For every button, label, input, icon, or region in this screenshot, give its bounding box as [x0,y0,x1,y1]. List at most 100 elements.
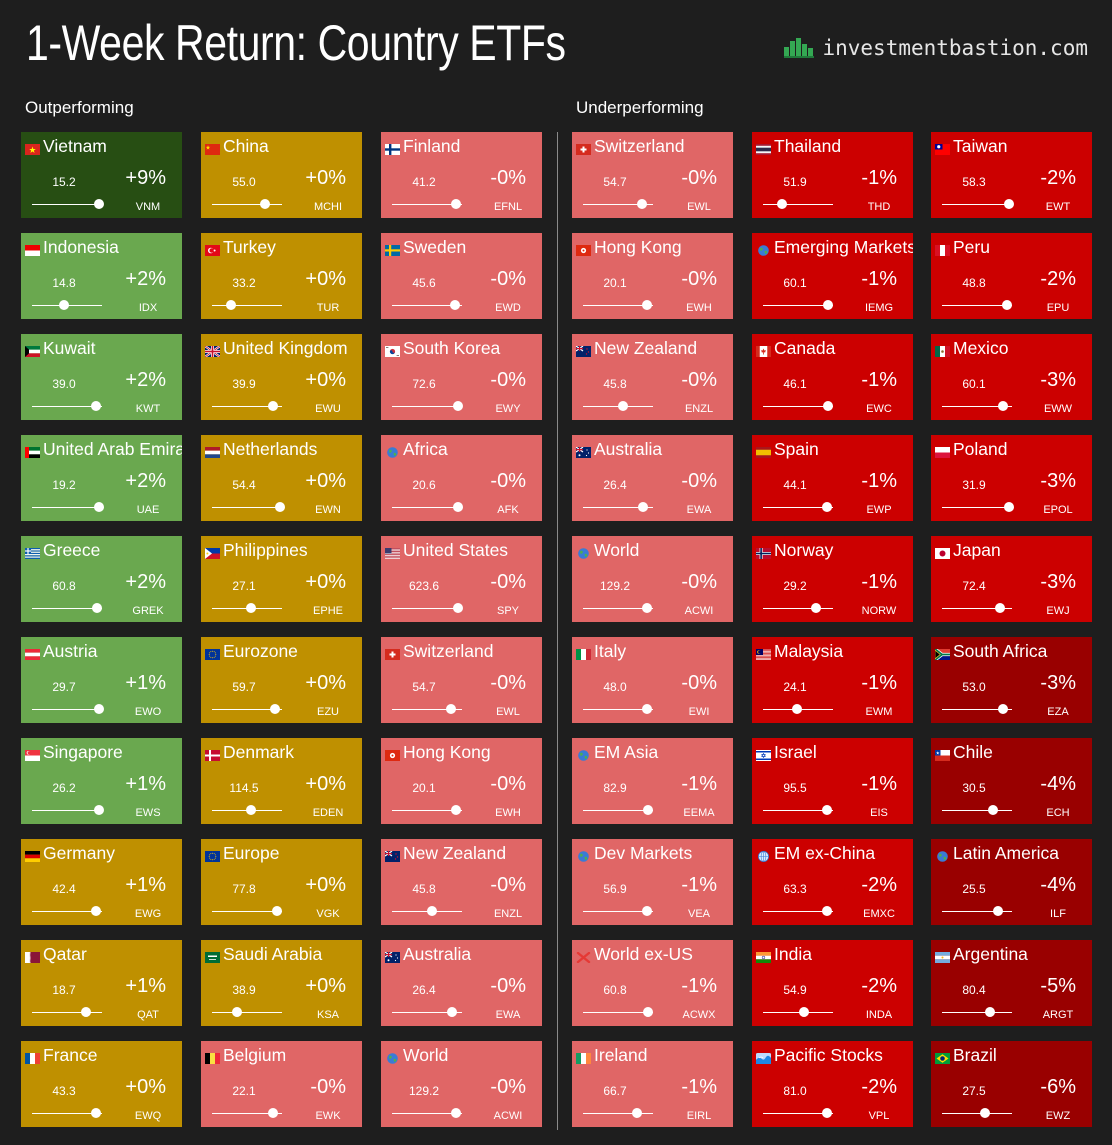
etf-tile-ewq[interactable]: France 43.3 +0% EWQ [21,1041,182,1127]
etf-tile-enzl[interactable]: New Zealand 45.8 -0% ENZL [572,334,733,420]
etf-tile-acwx[interactable]: World ex-US 60.8 -1% ACWX [572,940,733,1026]
etf-tile-acwi[interactable]: World 129.2 -0% ACWI [572,536,733,622]
etf-tile-ews[interactable]: Singapore 26.2 +1% EWS [21,738,182,824]
etf-price: 82.9 [603,781,627,795]
etf-ticker: TUR [316,302,340,314]
brand[interactable]: investmentbastion.com [784,36,1088,60]
etf-tile-vgk[interactable]: Europe 77.8 +0% VGK [201,839,362,925]
etf-name-label: Vietnam [43,136,107,156]
etf-price: 14.8 [52,276,76,290]
etf-tile-qat[interactable]: Qatar 18.7 +1% QAT [21,940,182,1026]
etf-tile-vpl[interactable]: Pacific Stocks 81.0 -2% VPL [752,1041,913,1127]
etf-tile-uae[interactable]: United Arab Emirates 19.2 +2% UAE [21,435,182,521]
etf-price: 129.2 [408,1084,440,1098]
etf-name-label: Kuwait [43,338,96,358]
etf-tile-ewk[interactable]: Belgium 22.1 -0% EWK [201,1041,362,1127]
etf-weekly-return: +1% [125,672,166,694]
etf-tile-ewh[interactable]: Hong Kong 20.1 -0% EWH [572,233,733,319]
etf-tile-thd[interactable]: Thailand 51.9 -1% THD [752,132,913,218]
price-range-track [212,305,282,306]
etf-tile-ezu[interactable]: Eurozone 59.7 +0% EZU [201,637,362,723]
etf-name-label: Hong Kong [403,742,491,762]
etf-tile-ksa[interactable]: Saudi Arabia 38.9 +0% KSA [201,940,362,1026]
etf-tile-norw[interactable]: Norway 29.2 -1% NORW [752,536,913,622]
etf-tile-emxc[interactable]: EM ex-China 63.3 -2% EMXC [752,839,913,925]
etf-tile-mchi[interactable]: China 55.0 +0% MCHI [201,132,362,218]
etf-tile-ewg[interactable]: Germany 42.4 +1% EWG [21,839,182,925]
price-range-track [763,507,833,508]
etf-tile-ewp[interactable]: Spain 44.1 -1% EWP [752,435,913,521]
etf-name-label: United Arab Emirates [43,439,182,459]
etf-tile-eww[interactable]: Mexico 60.1 -3% EWW [931,334,1092,420]
etf-tile-idx[interactable]: Indonesia 14.8 +2% IDX [21,233,182,319]
etf-tile-ewc[interactable]: Canada 46.1 -1% EWC [752,334,913,420]
etf-tile-ewd[interactable]: Sweden 45.6 -0% EWD [381,233,542,319]
etf-tile-efnl[interactable]: Finland 41.2 -0% EFNL [381,132,542,218]
etf-tile-ewm[interactable]: Malaysia 24.1 -1% EWM [752,637,913,723]
etf-tile-grek[interactable]: Greece 60.8 +2% GREK [21,536,182,622]
etf-tile-eirl[interactable]: Ireland 66.7 -1% EIRL [572,1041,733,1127]
etf-weekly-return: -0% [681,268,717,290]
etf-weekly-return: -1% [681,1076,717,1098]
etf-tile-ewa[interactable]: Australia 26.4 -0% EWA [572,435,733,521]
etf-tile-epu[interactable]: Peru 48.8 -2% EPU [931,233,1092,319]
etf-country-name: New Zealand [384,843,542,864]
price-range-track [583,305,653,306]
price-range-track [212,406,282,407]
etf-tile-eema[interactable]: EM Asia 82.9 -1% EEMA [572,738,733,824]
etf-tile-ewl[interactable]: Switzerland 54.7 -0% EWL [381,637,542,723]
etf-tile-ewu[interactable]: United Kingdom 39.9 +0% EWU [201,334,362,420]
etf-tile-acwi[interactable]: World 129.2 -0% ACWI [381,1041,542,1127]
price-range-marker [452,502,463,512]
etf-tile-ewy[interactable]: South Korea 72.6 -0% EWY [381,334,542,420]
etf-tile-ewt[interactable]: Taiwan 58.3 -2% EWT [931,132,1092,218]
etf-tile-vnm[interactable]: Vietnam 15.2 +9% VNM [21,132,182,218]
etf-tile-ech[interactable]: Chile 30.5 -4% ECH [931,738,1092,824]
etf-tile-eza[interactable]: South Africa 53.0 -3% EZA [931,637,1092,723]
price-range-marker [450,300,460,310]
etf-tile-argt[interactable]: Argentina 80.4 -5% ARGT [931,940,1092,1026]
price-range-marker [776,199,787,209]
ireland-flag-icon [576,1048,591,1064]
etf-tile-ewa[interactable]: Australia 26.4 -0% EWA [381,940,542,1026]
etf-tile-ewz[interactable]: Brazil 27.5 -6% EWZ [931,1041,1092,1127]
etf-tile-kwt[interactable]: Kuwait 39.0 +2% KWT [21,334,182,420]
price-range-track [392,507,462,508]
price-range-marker [984,1007,995,1017]
etf-tile-ewh[interactable]: Hong Kong 20.1 -0% EWH [381,738,542,824]
etf-price: 60.1 [783,276,807,290]
etf-price: 623.6 [408,579,440,593]
etf-tile-tur[interactable]: Turkey 33.2 +0% TUR [201,233,362,319]
price-range-track [212,911,282,912]
etf-ticker: EWK [315,1110,341,1122]
etf-weekly-return: -0% [490,672,526,694]
etf-name-label: Switzerland [594,136,685,156]
etf-tile-enzl[interactable]: New Zealand 45.8 -0% ENZL [381,839,542,925]
etf-tile-ewn[interactable]: Netherlands 54.4 +0% EWN [201,435,362,521]
etf-tile-eden[interactable]: Denmark 114.5 +0% EDEN [201,738,362,824]
price-range-track [942,406,1012,407]
etf-weekly-return: -0% [681,672,717,694]
etf-tile-eis[interactable]: Israel 95.5 -1% EIS [752,738,913,824]
etf-country-name: World ex-US [576,944,733,965]
etf-tile-epol[interactable]: Poland 31.9 -3% EPOL [931,435,1092,521]
etf-tile-ewl[interactable]: Switzerland 54.7 -0% EWL [572,132,733,218]
etf-price: 29.7 [52,680,76,694]
etf-tile-inda[interactable]: India 54.9 -2% INDA [752,940,913,1026]
etf-tile-ewo[interactable]: Austria 29.7 +1% EWO [21,637,182,723]
etf-tile-afk[interactable]: Africa 20.6 -0% AFK [381,435,542,521]
etf-name-label: Canada [774,338,836,358]
etf-tile-ephe[interactable]: Philippines 27.1 +0% EPHE [201,536,362,622]
etf-weekly-return: +2% [125,268,166,290]
etf-name-label: Denmark [223,742,294,762]
price-range-track [942,1012,1012,1013]
etf-country-name: Austria [25,641,182,662]
etf-tile-ewi[interactable]: Italy 48.0 -0% EWI [572,637,733,723]
etf-tile-vea[interactable]: Dev Markets 56.9 -1% VEA [572,839,733,925]
etf-ticker: EZU [317,706,339,718]
etf-tile-ilf[interactable]: Latin America 25.5 -4% ILF [931,839,1092,925]
etf-tile-iemg[interactable]: Emerging Markets 60.1 -1% IEMG [752,233,913,319]
etf-tile-spy[interactable]: United States 623.6 -0% SPY [381,536,542,622]
etf-tile-ewj[interactable]: Japan 72.4 -3% EWJ [931,536,1092,622]
etf-weekly-return: +0% [305,672,346,694]
